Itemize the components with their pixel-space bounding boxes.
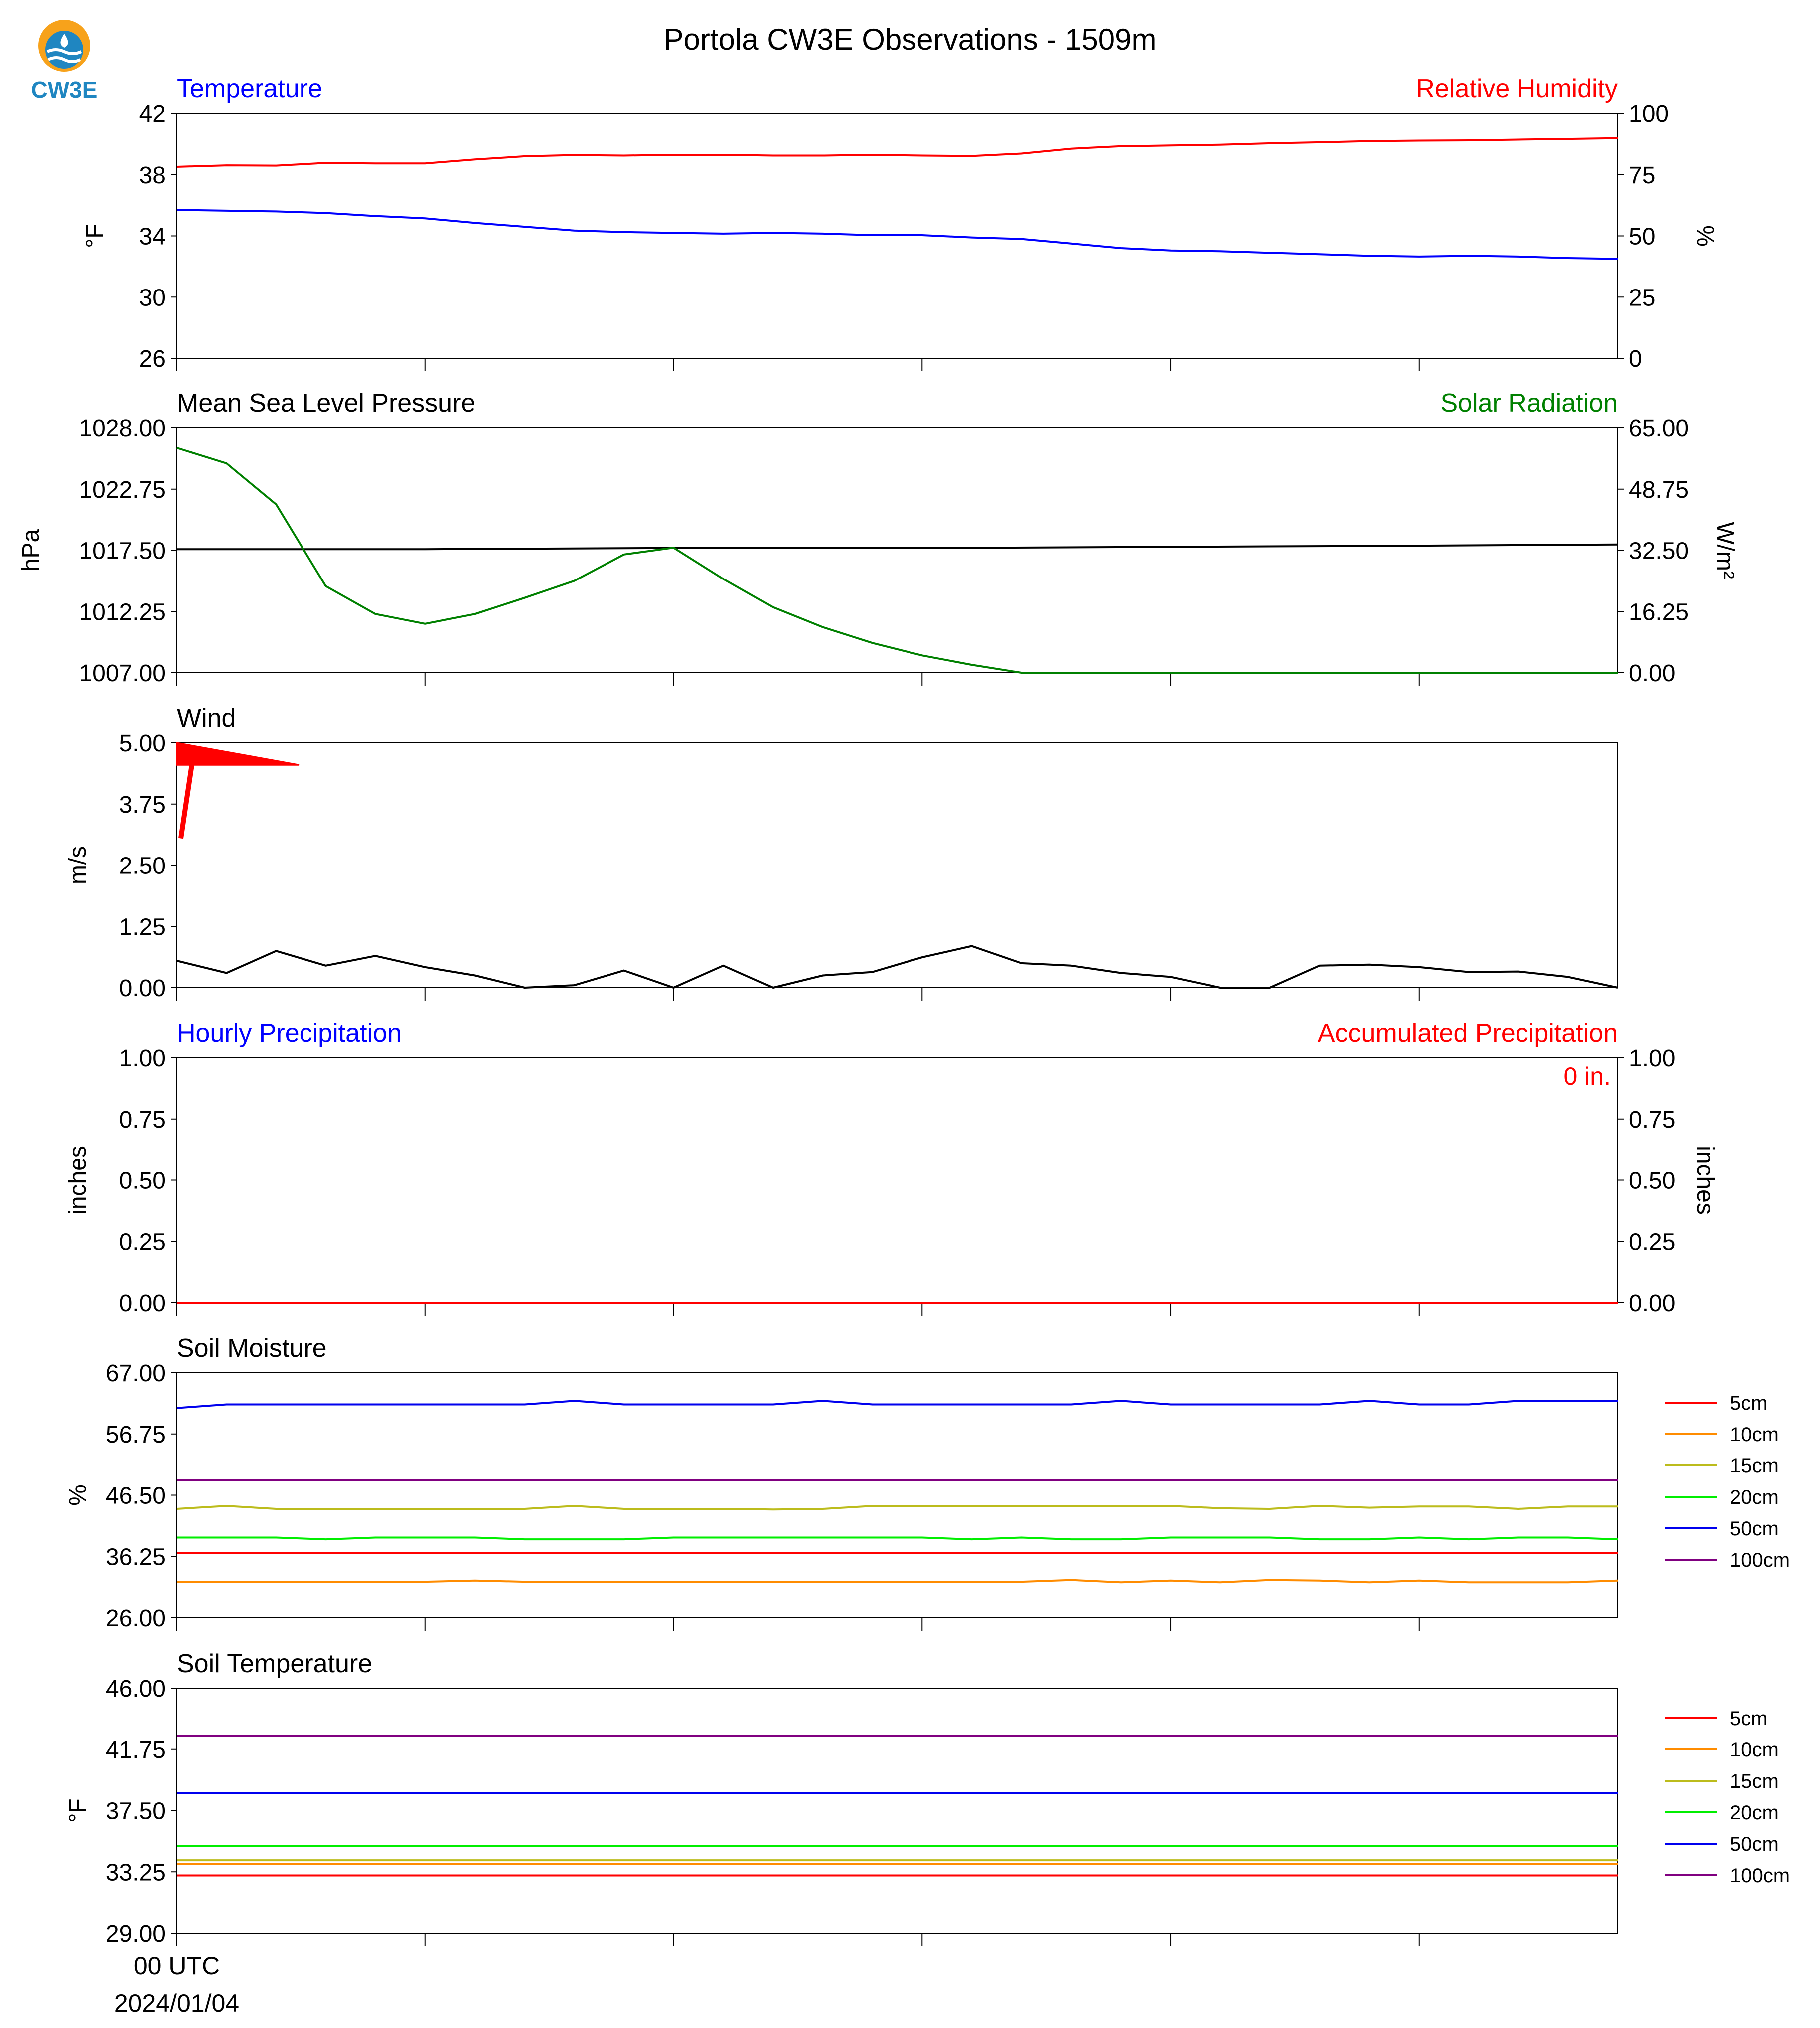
legend-label: 5cm [1730,1392,1768,1414]
y-tick-label-right: 0.75 [1629,1107,1675,1133]
legend-label: 10cm [1730,1739,1779,1761]
legend-label: 100cm [1730,1549,1790,1571]
y-tick-label-left: 0.75 [119,1107,166,1133]
y-tick-label-left: 1.00 [119,1045,166,1072]
panel-title-left: Mean Sea Level Pressure [177,389,475,418]
legend-label: 5cm [1730,1708,1768,1730]
panel-wind: 5.00 3.75 2.50 1.25 0.00 Wind m/s [65,704,1618,1002]
y-tick-label-left: 0.25 [119,1229,166,1255]
y-tick-label-left: 26.00 [106,1605,166,1632]
series-line-wind [176,945,1618,989]
panel-title-left: Soil Temperature [177,1649,372,1678]
legend-label: 50cm [1730,1833,1779,1855]
y-tick-label-right: 0.25 [1629,1229,1675,1255]
y-tick-label-left: 37.50 [106,1798,166,1825]
y-tick-label-left: 1022.75 [79,477,166,503]
panel-title-left: Temperature [177,74,322,103]
y-tick-label-left: 34 [139,224,166,250]
y-tick-label-left: 46.50 [106,1483,166,1509]
series-line-solar [176,447,1618,674]
y-axis-label-left: hPa [18,529,44,572]
series-line-15cm [176,1505,1618,1511]
series-line-temperature [176,209,1618,260]
y-tick-label-left: 29.00 [106,1921,166,1947]
legend-label: 15cm [1730,1455,1779,1477]
panel-temp_rh: 42 38 34 30 26 100 75 50 25 0 Temperature Relative … [82,74,1718,372]
y-tick-label-left: 1007.00 [79,660,166,687]
y-tick-label-left: 1.25 [119,914,166,940]
legend-label: 50cm [1730,1518,1779,1540]
y-axis-label-left: % [65,1484,91,1506]
y-tick-label-left: 56.75 [106,1422,166,1448]
y-axis-label-left: inches [65,1146,91,1215]
y-tick-label-left: 33.25 [106,1859,166,1886]
y-tick-label-right: 50 [1629,224,1655,250]
panel-title-left: Hourly Precipitation [177,1019,402,1048]
y-tick-label-right: 100 [1629,101,1669,127]
panel-pressure_solar: 1028.00 1022.75 1017.50 1012.25 1007.00 65.00… [18,389,1738,687]
series-line-pressure [177,543,1618,551]
y-axis-label-left: m/s [65,846,91,884]
y-tick-label-left: 67.00 [106,1360,166,1387]
legend-label: 10cm [1730,1424,1779,1446]
y-tick-label-right: 0.00 [1629,1290,1675,1317]
y-tick-label-left: 36.25 [106,1544,166,1570]
y-tick-label-left: 1012.25 [79,599,166,625]
x-tick-label-date: 2024/01/04 [114,1989,239,2017]
y-tick-label-left: 3.75 [119,792,166,818]
y-tick-label-right: 16.25 [1629,599,1689,625]
x-tick-label-time: 00 UTC [134,1952,220,1980]
legend-label: 100cm [1730,1865,1790,1887]
y-tick-label-right: 0 [1629,346,1642,372]
panel-precip: 1.00 0.75 0.50 0.25 0.00 1.00 0.75 0.50 0.25 0.00… [65,1019,1718,1317]
y-tick-label-left: 42 [139,101,166,127]
y-tick-label-right: 32.50 [1629,538,1689,565]
precip-total-annotation: 0 in. [1563,1062,1611,1090]
y-tick-label-right: 48.75 [1629,477,1689,503]
y-tick-label-right: 0.50 [1629,1168,1675,1194]
y-tick-label-right: 25 [1629,285,1655,311]
y-tick-label-left: 41.75 [106,1737,166,1763]
y-tick-label-left: 2.50 [119,853,166,879]
y-tick-label-left: 0.50 [119,1168,166,1194]
y-axis-label-right: % [1692,225,1718,247]
series-line-10cm [177,1579,1618,1584]
panel-title-right: Accumulated Precipitation [1318,1019,1618,1048]
y-tick-label-right: 75 [1629,162,1655,189]
panel-title-right: Relative Humidity [1416,74,1618,103]
series-line-50cm [176,1400,1618,1409]
panel-soil_moisture: 67.00 56.75 46.50 36.25 26.00 Soil Moisture% 5… [65,1334,1790,1632]
cw3e-logo: CW3E [31,20,98,103]
y-tick-label-left: 1028.00 [79,415,166,442]
y-tick-label-left: 38 [139,162,166,189]
panel-soil_temperature: 46.00 41.75 37.50 33.25 29.00 Soil Temperatur… [65,1649,1790,1947]
series-line-relative_humidity [176,137,1618,168]
y-tick-label-left: 46.00 [106,1676,166,1702]
panel-title-left: Wind [177,704,236,733]
wind-barb-staff [178,764,194,839]
series-line-20cm [177,1536,1618,1541]
legend-label: 20cm [1730,1802,1779,1824]
y-tick-label-left: 30 [139,285,166,311]
panel-title-left: Soil Moisture [177,1334,327,1363]
y-tick-label-right: 1.00 [1629,1045,1675,1072]
y-tick-label-left: 5.00 [119,730,166,757]
y-axis-label-left: °F [65,1798,91,1823]
legend-label: 20cm [1730,1486,1779,1508]
wind-barb-pennant [176,742,300,766]
y-axis-label-left: °F [82,224,108,248]
y-tick-label-right: 0.00 [1629,660,1675,687]
y-axis-label-right: inches [1692,1146,1718,1215]
panel-title-right: Solar Radiation [1440,389,1618,418]
figure-title: Portola CW3E Observations - 1509m [663,23,1156,56]
legend-label: 15cm [1730,1770,1779,1792]
y-tick-label-left: 1017.50 [79,538,166,565]
y-tick-label-left: 26 [139,346,166,372]
logo-text: CW3E [31,77,98,103]
y-axis-label-right: W/m² [1712,522,1738,579]
y-tick-label-right: 65.00 [1629,415,1689,442]
y-tick-label-left: 0.00 [119,1290,166,1317]
y-tick-label-left: 0.00 [119,975,166,1002]
